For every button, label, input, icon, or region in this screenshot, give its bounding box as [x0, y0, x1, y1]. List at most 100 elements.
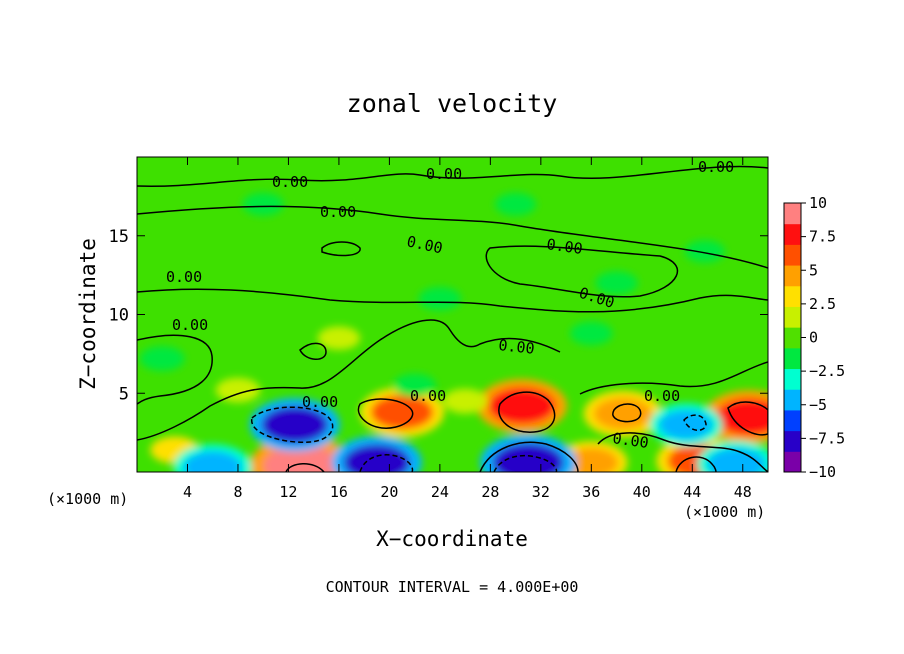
heatmap-cell — [570, 321, 613, 346]
colorbar-swatch — [784, 347, 801, 370]
colorbar-swatch — [784, 203, 801, 225]
contour-line — [485, 245, 679, 298]
contour-line — [137, 205, 768, 269]
colorbar-tick-label: 2.5 — [809, 295, 836, 313]
y-tick-label: 5 — [119, 384, 129, 404]
y-tick-label: 10 — [109, 306, 129, 326]
x-tick-label: 44 — [683, 483, 701, 501]
x-axis: 4 8 12 16 20 24 28 32 36 40 44 48 — [183, 157, 752, 501]
contour-label: 0.00 — [320, 203, 356, 221]
contour-line — [357, 398, 414, 429]
heatmap-cell — [488, 387, 556, 425]
colorbar-swatch — [784, 285, 801, 307]
heatmap-cell — [393, 373, 436, 398]
colorbar-tick-label: 0 — [809, 329, 818, 347]
contour-line — [137, 319, 561, 441]
y-axis-label: Z−coordinate — [76, 238, 100, 390]
x-unit-left: (×1000 m) — [47, 490, 128, 508]
contour-label: 0.00 — [426, 165, 462, 183]
colorbar-tick-label: −5 — [809, 396, 827, 414]
heatmap-cell — [595, 271, 638, 295]
colorbar-tick-label: 7.5 — [809, 228, 836, 246]
contour-line — [285, 463, 325, 472]
contour-line — [612, 403, 642, 423]
contour-line — [683, 414, 707, 431]
colorbar-swatch — [784, 389, 801, 411]
contour-label: 0.00 — [498, 336, 536, 358]
contour-label: 0.00 — [644, 387, 680, 405]
contour-line — [597, 432, 768, 472]
y-tick-label: 15 — [109, 227, 129, 247]
contour-line — [321, 241, 361, 257]
contour-label: 0.00 — [545, 235, 583, 258]
colorbar-swatch — [784, 265, 801, 287]
colorbar-swatch — [784, 368, 801, 390]
contour-line — [137, 334, 213, 405]
colorbar-swatch — [784, 244, 801, 266]
heatmap-cell — [370, 394, 434, 430]
colorbar-tick-label: 10 — [809, 194, 827, 212]
plot-area: 0.00 0.00 0.00 0.00 0.00 0.00 0.00 0.00 … — [137, 157, 768, 472]
x-tick-label: 4 — [183, 483, 192, 501]
heatmap-cell — [564, 447, 619, 472]
contour-label: 0.00 — [272, 173, 308, 191]
contour-line — [493, 454, 558, 472]
heatmap-cell — [261, 406, 329, 444]
x-tick-label: 48 — [734, 483, 752, 501]
heatmap-cell — [317, 326, 361, 350]
x-tick-label: 12 — [279, 483, 297, 501]
y-axis: 5 10 15 — [109, 227, 768, 404]
colorbar-tick-label: −10 — [809, 463, 836, 481]
x-tick-label: 32 — [532, 483, 550, 501]
colorbar-tick-label: 5 — [809, 261, 818, 279]
x-tick-label: 8 — [233, 483, 242, 501]
contour-line — [727, 401, 768, 436]
heatmap-cell — [215, 377, 261, 403]
heatmap-cell — [242, 192, 284, 216]
contour-line — [579, 361, 768, 395]
x-unit-right: (×1000 m) — [684, 503, 765, 521]
colorbar-swatch — [784, 327, 801, 349]
heatmap-cell — [139, 346, 185, 371]
contour-label: 0.00 — [302, 393, 338, 411]
x-tick-label: 28 — [481, 483, 499, 501]
contour-lines — [137, 165, 768, 472]
contour-label: 0.00 — [172, 316, 208, 334]
contour-line — [479, 441, 579, 472]
x-tick-label: 24 — [431, 483, 449, 501]
heatmap-cell — [263, 444, 339, 472]
contour-line — [137, 288, 768, 313]
heatmap-cell — [418, 286, 462, 311]
heatmap-cell — [715, 398, 768, 436]
heatmap-cell — [442, 388, 488, 414]
colorbar: 10 7.5 5 2.5 0 −2.5 −5 −7.5 −10 — [783, 194, 845, 481]
contour-label: 0.00 — [698, 158, 734, 176]
contour-label: 0.00 — [410, 387, 446, 405]
heatmap-cell — [593, 397, 652, 430]
x-axis-label: X−coordinate — [376, 527, 528, 551]
contour-line — [498, 391, 556, 433]
chart-title: zonal velocity — [347, 89, 558, 118]
colorbar-swatch — [784, 223, 801, 245]
colorbar-tick-label: −7.5 — [809, 429, 845, 447]
heatmap-cell — [707, 448, 766, 472]
x-tick-label: 36 — [582, 483, 600, 501]
contour-line — [675, 456, 717, 472]
contour-line — [251, 406, 334, 443]
contour-labels: 0.00 0.00 0.00 0.00 0.00 0.00 0.00 0.00 … — [166, 158, 734, 452]
heatmap-cell — [684, 240, 726, 263]
colorbar-tick-label: −2.5 — [809, 362, 845, 380]
x-tick-label: 20 — [380, 483, 398, 501]
colorbar-swatch — [784, 451, 801, 473]
colorbar-swatch — [784, 409, 801, 432]
contour-line — [137, 165, 768, 187]
contour-interval-note: CONTOUR INTERVAL = 4.000E+00 — [326, 578, 579, 596]
colorbar-swatch — [784, 430, 801, 452]
x-tick-label: 40 — [633, 483, 651, 501]
heatmap-cell — [183, 451, 242, 472]
heatmap-cell — [492, 442, 564, 472]
heatmap-cell — [494, 192, 537, 216]
contour-label: 0.00 — [166, 268, 202, 286]
colorbar-swatch — [784, 306, 801, 328]
